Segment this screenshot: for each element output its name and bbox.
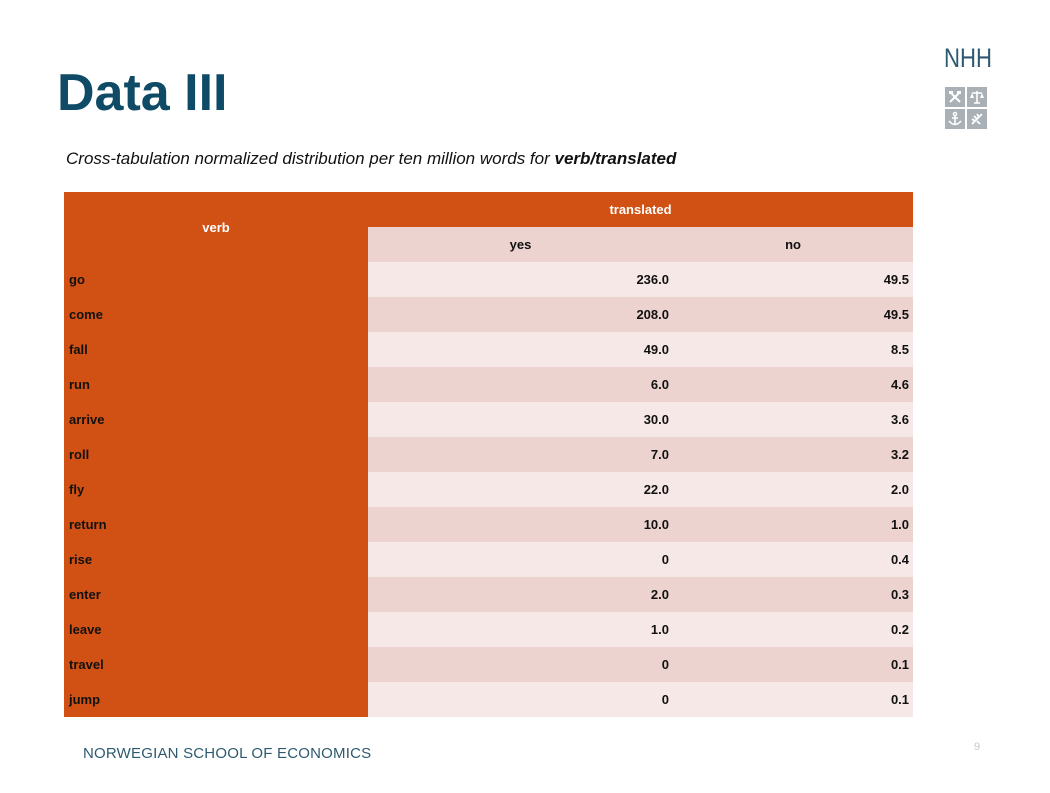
row-label-verb: fall — [64, 332, 368, 367]
cell-no: 0.1 — [673, 647, 914, 682]
anchor-icon — [945, 109, 965, 129]
table-row: come 208.0 49.5 — [64, 297, 914, 332]
cell-yes: 0 — [368, 647, 673, 682]
cell-no: 0.1 — [673, 682, 914, 717]
wheat-icon — [967, 109, 987, 129]
row-header-verb: verb — [64, 192, 368, 262]
cell-yes: 0 — [368, 682, 673, 717]
footer-institution: NORWEGIAN SCHOOL OF ECONOMICS — [83, 745, 372, 762]
row-label-verb: run — [64, 367, 368, 402]
cell-yes: 2.0 — [368, 577, 673, 612]
column-header-yes: yes — [368, 227, 673, 262]
table-row: fall 49.0 8.5 — [64, 332, 914, 367]
table-row: run 6.0 4.6 — [64, 367, 914, 402]
subtitle-text: Cross-tabulation normalized distribution… — [66, 149, 555, 168]
cell-no: 8.5 — [673, 332, 914, 367]
table-row: go 236.0 49.5 — [64, 262, 914, 297]
nhh-logo-text: NHH — [944, 43, 992, 73]
column-header-no: no — [673, 227, 914, 262]
row-label-verb: enter — [64, 577, 368, 612]
cell-yes: 7.0 — [368, 437, 673, 472]
row-label-verb: go — [64, 262, 368, 297]
table-row: rise 0 0.4 — [64, 542, 914, 577]
cell-no: 3.6 — [673, 402, 914, 437]
nhh-logo-emblem — [945, 87, 987, 129]
row-label-verb: travel — [64, 647, 368, 682]
table-row: travel 0 0.1 — [64, 647, 914, 682]
table-row: fly 22.0 2.0 — [64, 472, 914, 507]
table-row: return 10.0 1.0 — [64, 507, 914, 542]
subtitle-emphasis: verb/translated — [554, 149, 677, 168]
table-row: arrive 30.0 3.6 — [64, 402, 914, 437]
cell-no: 2.0 — [673, 472, 914, 507]
cell-no: 0.2 — [673, 612, 914, 647]
cell-yes: 6.0 — [368, 367, 673, 402]
row-label-verb: come — [64, 297, 368, 332]
table-row: roll 7.0 3.2 — [64, 437, 914, 472]
page-number: 9 — [974, 741, 981, 753]
cell-yes: 208.0 — [368, 297, 673, 332]
slide-title: Data III — [57, 64, 228, 122]
row-label-verb: jump — [64, 682, 368, 717]
cell-no: 49.5 — [673, 262, 914, 297]
cell-no: 49.5 — [673, 297, 914, 332]
row-label-verb: roll — [64, 437, 368, 472]
scales-icon — [967, 87, 987, 107]
cross-tabulation-table: verb translated yes no go 236.0 49.5 come 20… — [64, 192, 914, 717]
tools-icon — [945, 87, 965, 107]
table-row: leave 1.0 0.2 — [64, 612, 914, 647]
table-row: jump 0 0.1 — [64, 682, 914, 717]
cell-yes: 1.0 — [368, 612, 673, 647]
cell-yes: 49.0 — [368, 332, 673, 367]
cell-yes: 0 — [368, 542, 673, 577]
cell-yes: 10.0 — [368, 507, 673, 542]
row-label-verb: rise — [64, 542, 368, 577]
cell-yes: 22.0 — [368, 472, 673, 507]
table-row: enter 2.0 0.3 — [64, 577, 914, 612]
cell-no: 4.6 — [673, 367, 914, 402]
cell-no: 3.2 — [673, 437, 914, 472]
row-label-verb: return — [64, 507, 368, 542]
table-body: go 236.0 49.5 come 208.0 49.5 fall 49.0 8.5 run 6.… — [64, 262, 914, 717]
cell-no: 1.0 — [673, 507, 914, 542]
cell-no: 0.4 — [673, 542, 914, 577]
cell-yes: 236.0 — [368, 262, 673, 297]
row-label-verb: fly — [64, 472, 368, 507]
cell-no: 0.3 — [673, 577, 914, 612]
column-group-header: translated — [368, 192, 914, 227]
row-label-verb: leave — [64, 612, 368, 647]
slide-subtitle: Cross-tabulation normalized distribution… — [66, 148, 676, 170]
cell-yes: 30.0 — [368, 402, 673, 437]
row-label-verb: arrive — [64, 402, 368, 437]
